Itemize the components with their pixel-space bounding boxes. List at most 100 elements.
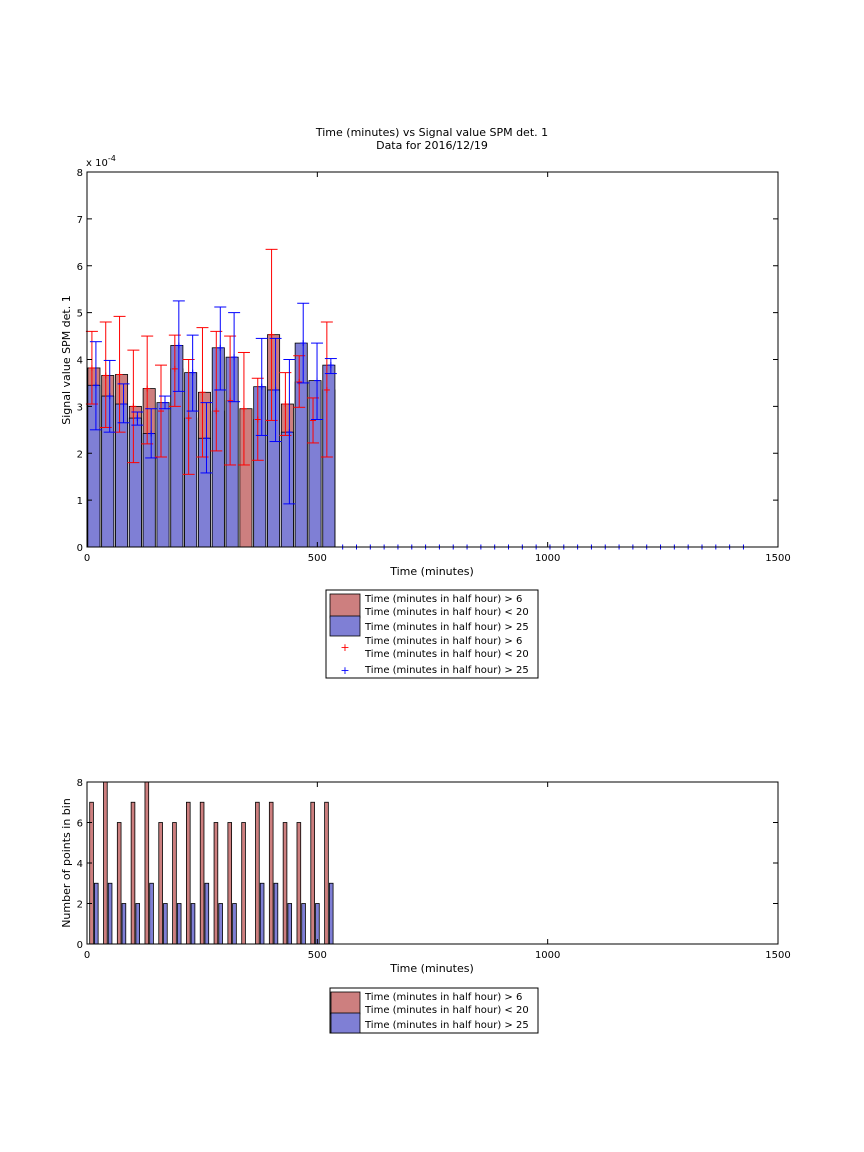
- chart1-ytick-label-5: 5: [77, 309, 83, 320]
- chart1-ytick-label-7: 7: [77, 215, 83, 226]
- chart2-legend-swatch-1: [330, 991, 361, 1015]
- chart1-y-ticks: 0 1 2 3 4 5 6 7 8: [77, 168, 778, 554]
- chart1-s2-bar-16: [308, 380, 322, 548]
- chart2-s1-bar-10: [227, 822, 233, 945]
- chart2-s1-bar-0: [89, 801, 94, 945]
- chart2-s2-bar-4: [149, 882, 154, 945]
- chart1-s1-bar-11: [239, 408, 253, 548]
- chart2-xtick-label-2: 1000: [535, 950, 560, 961]
- chart1-legend-swatch-1: [329, 593, 361, 619]
- chart2-s2-bar-10: [232, 903, 237, 945]
- chart2-s1-bar-3: [130, 801, 136, 945]
- chart1-legend-label-3-line2: Time (minutes in half hour) < 20: [364, 649, 529, 660]
- chart1-legend-marker-red: +: [340, 641, 349, 654]
- chart1-y-axis-label: Signal value SPM det. 1: [60, 295, 73, 425]
- chart2-legend: Time (minutes in half hour) > 6 Time (mi…: [329, 987, 539, 1034]
- chart2-legend-label-2: Time (minutes in half hour) > 25: [364, 1020, 529, 1031]
- chart1-series-2-bars: [87, 342, 336, 548]
- chart2-s1-bar-8: [199, 801, 205, 945]
- chart2-legend-label-1-line2: Time (minutes in half hour) < 20: [364, 1005, 529, 1016]
- chart2-ytick-label-3: 6: [77, 819, 83, 830]
- chart1-legend-label-1: Time (minutes in half hour) > 6 Time (mi…: [364, 594, 529, 618]
- chart2-y-axis-label: Number of points in bin: [60, 798, 73, 928]
- chart1-xtick-label-2: 1000: [535, 553, 560, 564]
- chart1-legend-label-1-line2: Time (minutes in half hour) < 20: [364, 607, 529, 618]
- chart1-xtick-label-0: 0: [84, 553, 90, 564]
- chart2-bars: [89, 781, 334, 945]
- chart1-title: Time (minutes) vs Signal value SPM det. …: [315, 126, 548, 139]
- chart2-ytick-label-0: 0: [77, 940, 83, 951]
- chart1-legend-box: [325, 589, 539, 679]
- chart1-s2-bar-1: [101, 395, 115, 548]
- chart1-y-exponent-power: -4: [108, 154, 116, 163]
- chart2-s1-bar-1: [103, 781, 108, 945]
- chart1-s2-bar-6: [170, 345, 184, 548]
- chart2-s2-bar-7: [190, 903, 196, 945]
- count-chart: 0 500 1000 1500 0 2 4 6 8 Time (minutes) Number…: [60, 778, 791, 975]
- chart1-legend: Time (minutes in half hour) > 6 Time (mi…: [325, 589, 539, 679]
- chart1-x-ticks: 0 500 1000 1500: [84, 172, 791, 564]
- chart1-ytick-label-6: 6: [77, 262, 83, 273]
- chart2-s2-bar-12: [259, 882, 265, 945]
- chart2-s2-bar-16: [315, 903, 320, 945]
- chart2-s2-bar-17: [328, 882, 334, 945]
- chart1-s2-bar-0: [87, 384, 101, 548]
- chart2-s2-bar-14: [287, 903, 293, 945]
- chart2-legend-swatch-2: [330, 1012, 361, 1034]
- chart1-ytick-label-0: 0: [77, 543, 83, 554]
- chart1-s2-bar-17: [322, 364, 336, 548]
- chart2-xtick-label-3: 1500: [765, 950, 790, 961]
- chart2-s1-bar-14: [282, 822, 288, 945]
- chart1-s2-bar-10: [225, 356, 239, 548]
- chart1-s2-bar-3: [128, 417, 142, 548]
- chart1-ytick-label-4: 4: [77, 356, 83, 367]
- chart2-x-ticks: 0 500 1000 1500: [84, 782, 791, 961]
- chart2-ytick-label-4: 8: [77, 778, 83, 789]
- chart1-legend-label-4: Time (minutes in half hour) > 25: [364, 665, 529, 676]
- chart1-y-exponent: x 10-4: [86, 154, 116, 169]
- chart1-s2-bar-15: [294, 342, 308, 548]
- chart2-s2-bar-15: [301, 903, 306, 945]
- chart2-s2-bar-0: [94, 882, 99, 945]
- chart1-series-2-errorbars: [89, 300, 337, 505]
- chart2-s1-bar-4: [144, 781, 150, 945]
- chart1-legend-label-3: Time (minutes in half hour) > 6 Time (mi…: [364, 636, 529, 660]
- chart1-ytick-label-1: 1: [77, 496, 83, 507]
- chart2-s2-bar-1: [107, 882, 113, 945]
- chart2-s2-bar-13: [273, 882, 279, 945]
- chart2-s1-bar-6: [172, 822, 177, 945]
- chart1-ytick-label-8: 8: [77, 168, 83, 179]
- chart2-xtick-label-0: 0: [84, 950, 90, 961]
- chart1-s2-bar-8: [197, 437, 211, 548]
- chart1-s2-bar-2: [115, 403, 129, 548]
- chart1-s2-bar-13: [267, 389, 281, 548]
- chart2-s1-bar-13: [268, 801, 274, 945]
- chart1-ytick-label-2: 2: [77, 449, 83, 460]
- chart1-legend-label-2: Time (minutes in half hour) > 25: [364, 622, 529, 633]
- chart1-s2-bar-9: [211, 347, 225, 548]
- chart2-s2-bar-5: [163, 903, 168, 945]
- chart1-xtick-label-3: 1500: [765, 553, 790, 564]
- chart1-legend-label-3-line1: Time (minutes in half hour) > 6: [364, 636, 522, 647]
- chart2-legend-label-1-line1: Time (minutes in half hour) > 6: [364, 992, 522, 1003]
- chart2-s1-bar-2: [116, 822, 122, 945]
- chart2-s1-bar-7: [186, 801, 191, 945]
- chart2-legend-label-1: Time (minutes in half hour) > 6 Time (mi…: [364, 992, 529, 1016]
- chart1-subtitle: Data for 2016/12/19: [376, 139, 488, 152]
- chart2-s1-bar-5: [158, 822, 163, 945]
- chart1-s2-bar-4: [142, 433, 156, 548]
- chart1-s2-bar-5: [156, 402, 170, 548]
- chart1-y-exponent-base: x 10: [86, 158, 108, 169]
- chart2-x-axis-label: Time (minutes): [389, 962, 474, 975]
- chart2-s2-bar-2: [121, 903, 127, 945]
- chart2-s2-bar-6: [176, 903, 182, 945]
- chart1-legend-swatch-2: [329, 615, 361, 637]
- chart1-ytick-label-3: 3: [77, 402, 83, 413]
- chart1-legend-marker-blue: +: [340, 664, 349, 677]
- chart1-series-1-errorbars: [85, 248, 333, 475]
- chart2-y-ticks: 0 2 4 6 8: [77, 778, 778, 951]
- chart1-s2-bar-7: [184, 372, 198, 548]
- chart2-legend-box: [329, 987, 539, 1034]
